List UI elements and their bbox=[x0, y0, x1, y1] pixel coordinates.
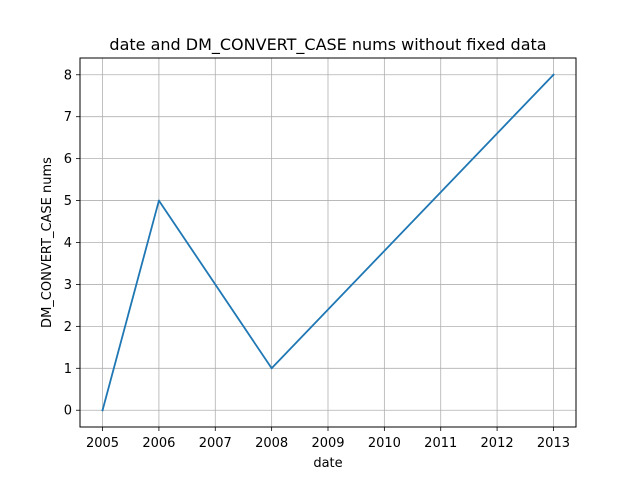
y-tick-label: 5 bbox=[64, 194, 72, 209]
x-tick-label: 2006 bbox=[142, 436, 175, 451]
x-tick-label: 2011 bbox=[424, 436, 457, 451]
chart-title: date and DM_CONVERT_CASE nums without fi… bbox=[109, 35, 546, 55]
y-tick-label: 0 bbox=[64, 404, 72, 419]
x-tick-label: 2008 bbox=[255, 436, 288, 451]
y-tick-label: 3 bbox=[64, 278, 72, 293]
x-tick-label: 2013 bbox=[537, 436, 570, 451]
y-tick-label: 6 bbox=[64, 152, 72, 167]
x-tick-label: 2010 bbox=[368, 436, 401, 451]
y-tick-label: 1 bbox=[64, 362, 72, 377]
x-axis-label: date bbox=[313, 456, 342, 471]
x-tick-label: 2009 bbox=[311, 436, 344, 451]
grid-lines bbox=[80, 58, 576, 427]
data-point bbox=[157, 199, 160, 202]
series-layer bbox=[101, 73, 555, 412]
series-line bbox=[101, 73, 555, 412]
x-tick-label: 2012 bbox=[481, 436, 514, 451]
y-tick-label: 4 bbox=[64, 236, 72, 251]
x-tick-label: 2007 bbox=[199, 436, 232, 451]
x-tick-label: 2005 bbox=[86, 436, 119, 451]
y-tick-label: 2 bbox=[64, 320, 72, 335]
y-tick-label: 8 bbox=[64, 68, 72, 83]
y-axis: 0 1 2 3 4 5 6 7 8 bbox=[64, 68, 80, 419]
data-point bbox=[270, 367, 273, 370]
y-axis-label: DM_CONVERT_CASE nums bbox=[40, 157, 55, 328]
x-axis: 2005 2006 2007 2008 2009 2010 2011 2012 2013 bbox=[86, 427, 570, 451]
data-point bbox=[101, 409, 104, 412]
data-point bbox=[552, 73, 555, 76]
y-tick-label: 7 bbox=[64, 110, 72, 125]
